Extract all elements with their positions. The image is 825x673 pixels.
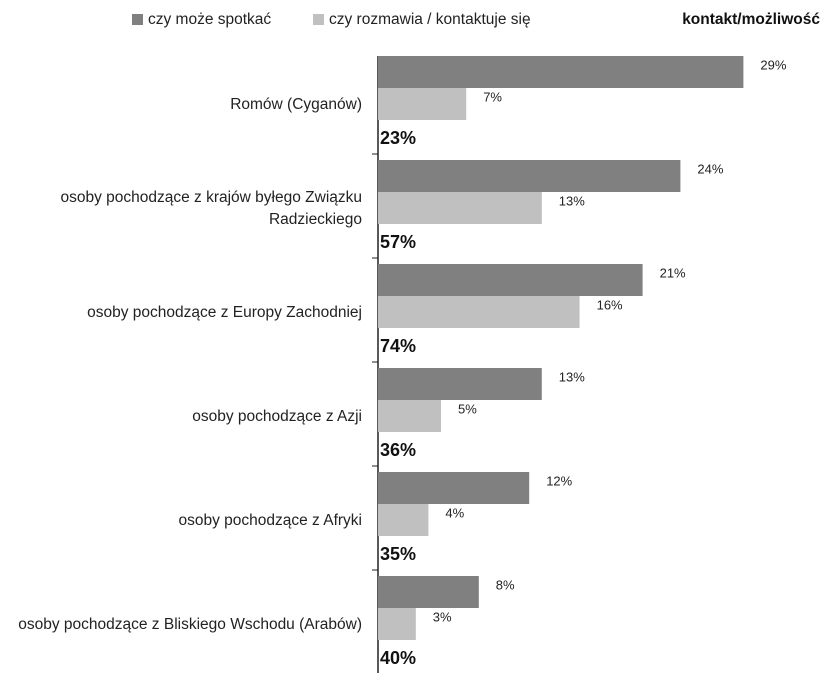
value-label: 16% [597, 297, 623, 312]
legend-label: kontakt/możliwość [682, 11, 820, 28]
ratio-label: 40% [380, 648, 416, 668]
value-label: 4% [445, 505, 464, 520]
bar [378, 88, 467, 120]
value-label: 21% [660, 265, 686, 280]
bar [378, 368, 542, 400]
value-label: 8% [496, 577, 515, 592]
value-label: 13% [559, 369, 585, 384]
bar [378, 296, 580, 328]
bar [378, 160, 681, 192]
ratio-label: 74% [380, 336, 416, 356]
ratio-label: 35% [380, 544, 416, 564]
legend-swatch [313, 14, 324, 25]
bar [378, 192, 542, 224]
bar [378, 400, 441, 432]
bar [378, 608, 416, 640]
ratio-label: 36% [380, 440, 416, 460]
value-label: 29% [760, 57, 786, 72]
ratio-label: 57% [380, 232, 416, 252]
legend-swatch [132, 14, 143, 25]
legend-label: czy rozmawia / kontaktuje się [329, 11, 531, 28]
value-label: 7% [483, 89, 502, 104]
category-label: osoby pochodzące z Bliskiego Wschodu (Ar… [18, 616, 362, 633]
bar [378, 472, 530, 504]
value-label: 5% [458, 401, 477, 416]
category-label: osoby pochodzące z Europy Zachodniej [87, 304, 362, 321]
category-label: osoby pochodzące z Azji [192, 408, 362, 425]
bar [378, 504, 429, 536]
value-label: 24% [697, 161, 723, 176]
value-label: 13% [559, 193, 585, 208]
value-label: 12% [546, 473, 572, 488]
bar [378, 56, 744, 88]
bar [378, 576, 479, 608]
category-label: osoby pochodzące z Afryki [178, 512, 362, 529]
legend-label: czy może spotkać [148, 11, 271, 28]
ratio-label: 23% [380, 128, 416, 148]
category-label: osoby pochodzące z krajów byłego Związku… [60, 189, 362, 228]
value-label: 3% [433, 609, 452, 624]
bar [378, 264, 643, 296]
category-label: Romów (Cyganów) [230, 96, 362, 113]
